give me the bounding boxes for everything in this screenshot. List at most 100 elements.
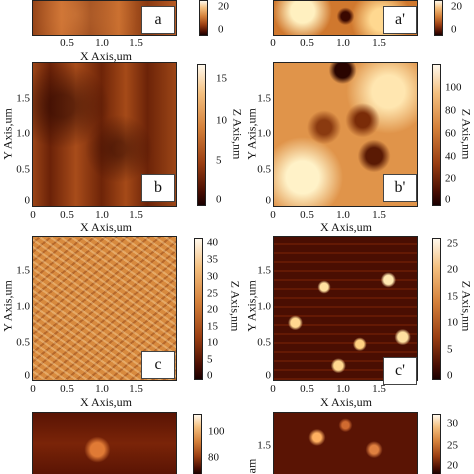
colorbar-tick: 0 [207, 369, 213, 382]
x-tick: 1.5 [372, 209, 386, 221]
x-tick: 0 [30, 383, 36, 395]
colorbar-tick: 25 [447, 439, 458, 452]
colorbar-tick: 0 [218, 23, 224, 36]
x-tick: 1.0 [95, 37, 109, 49]
panel-tag-c: c [141, 351, 175, 379]
panel-tag-b: b [141, 174, 175, 202]
colorbar-tick: 30 [207, 270, 218, 283]
x-tick: 0.5 [300, 209, 314, 221]
x-tick: 0.5 [300, 37, 314, 49]
panel-tag-a-prime: a' [383, 6, 417, 34]
colorbar-tick: 80 [445, 104, 456, 117]
colorbar-tick: 100 [445, 81, 462, 94]
panel-tag-a: a [141, 6, 175, 34]
colorbar-tick: 20 [207, 303, 218, 316]
colorbar-tick: 0 [445, 193, 451, 206]
colorbar-tick: 80 [208, 451, 219, 464]
colorbar-tick: 100 [208, 425, 225, 438]
colorbar-a-prime [434, 0, 443, 36]
y-tick: 1.0 [16, 300, 30, 313]
colorbar-b [197, 64, 206, 206]
x-tick: 0 [270, 209, 276, 221]
afm-map-c-prime [273, 236, 418, 381]
y-tick: 1.5 [16, 264, 30, 277]
colorbar-tick: 10 [207, 336, 218, 349]
colorbar-d [193, 414, 202, 474]
y-tick: 1.0 [257, 127, 271, 140]
afm-map-d-prime [273, 412, 418, 474]
colorbar-a [199, 0, 208, 36]
colorbar-tick: 10 [216, 114, 227, 127]
colorbar-tick: 20 [447, 263, 458, 276]
z-axis-label: Z Axis,nm [230, 108, 245, 160]
x-tick: 1.0 [95, 209, 109, 221]
y-tick: 0 [265, 369, 272, 382]
x-tick: 1.5 [129, 383, 143, 395]
y-tick: 1.5 [257, 264, 271, 277]
colorbar-tick: 5 [216, 154, 222, 167]
y-tick: 1.5 [257, 439, 271, 452]
x-tick: 1.5 [129, 209, 143, 221]
x-tick: 0.5 [60, 383, 74, 395]
x-tick: 0 [30, 209, 36, 221]
colorbar-tick: 20 [445, 172, 456, 185]
y-tick: 0.5 [16, 336, 30, 349]
y-tick: 1.5 [257, 92, 271, 105]
y-tick: 0 [265, 194, 272, 207]
x-tick: 0.5 [300, 383, 314, 395]
y-tick: 0 [24, 369, 31, 382]
colorbar-tick: 25 [207, 287, 218, 300]
x-tick: 1.0 [336, 383, 350, 395]
colorbar-tick: 0 [216, 193, 222, 206]
y-tick: 1.0 [16, 127, 30, 140]
x-axis-label: X Axis,um [79, 395, 133, 409]
colorbar-tick: 5 [447, 343, 453, 356]
z-axis-label: Z Axis,nm [459, 108, 474, 160]
colorbar-tick: 15 [216, 72, 227, 85]
x-axis-label: X Axis,um [79, 49, 133, 63]
colorbar-tick: 5 [207, 353, 213, 366]
colorbar-tick: 40 [207, 236, 218, 249]
colorbar-tick: 15 [447, 290, 458, 303]
y-tick: 1.5 [16, 92, 30, 105]
y-tick: 0.5 [257, 336, 271, 349]
afm-map-d [32, 412, 177, 474]
colorbar-b-prime [432, 64, 441, 206]
colorbar-tick: 25 [447, 237, 458, 250]
z-axis-label: Z Axis,nm [459, 280, 474, 332]
x-tick: 1.0 [95, 383, 109, 395]
x-tick: 1.0 [336, 37, 350, 49]
colorbar-d-prime [432, 414, 441, 474]
y-tick: 1.0 [257, 300, 271, 313]
x-tick: 0.5 [60, 37, 74, 49]
x-axis-label: X Axis,um [79, 220, 133, 234]
colorbar-c-prime [432, 238, 441, 380]
x-tick: 1.0 [336, 209, 350, 221]
x-tick: 0 [270, 383, 276, 395]
panel-tag-c-prime: c' [383, 357, 417, 385]
colorbar-tick: 60 [445, 127, 456, 140]
colorbar-tick: 15 [207, 320, 218, 333]
y-tick: 0 [24, 194, 31, 207]
y-axis-label-partial: am [244, 458, 259, 474]
x-tick: 1.5 [372, 37, 386, 49]
panel-tag-b-prime: b' [383, 174, 417, 202]
colorbar-tick: 20 [451, 0, 462, 13]
colorbar-tick: 30 [447, 417, 458, 430]
colorbar-tick: 0 [451, 23, 457, 36]
y-tick: 0.5 [257, 163, 271, 176]
z-axis-label: Z Axis,nm [228, 280, 243, 332]
y-axis-label: Y Axis,um [0, 280, 15, 332]
x-axis-label: X Axis,um [319, 220, 373, 234]
colorbar-tick: 35 [207, 253, 218, 266]
colorbar-tick: 0 [447, 369, 453, 382]
x-tick: 0 [270, 37, 276, 49]
y-tick: 0.5 [16, 163, 30, 176]
x-tick: 1.5 [372, 383, 386, 395]
x-tick: 1.5 [129, 37, 143, 49]
x-axis-label: X Axis,um [319, 395, 373, 409]
colorbar-c [194, 238, 203, 380]
colorbar-tick: 10 [447, 316, 458, 329]
colorbar-tick: 40 [445, 150, 456, 163]
colorbar-tick: 20 [218, 0, 229, 13]
